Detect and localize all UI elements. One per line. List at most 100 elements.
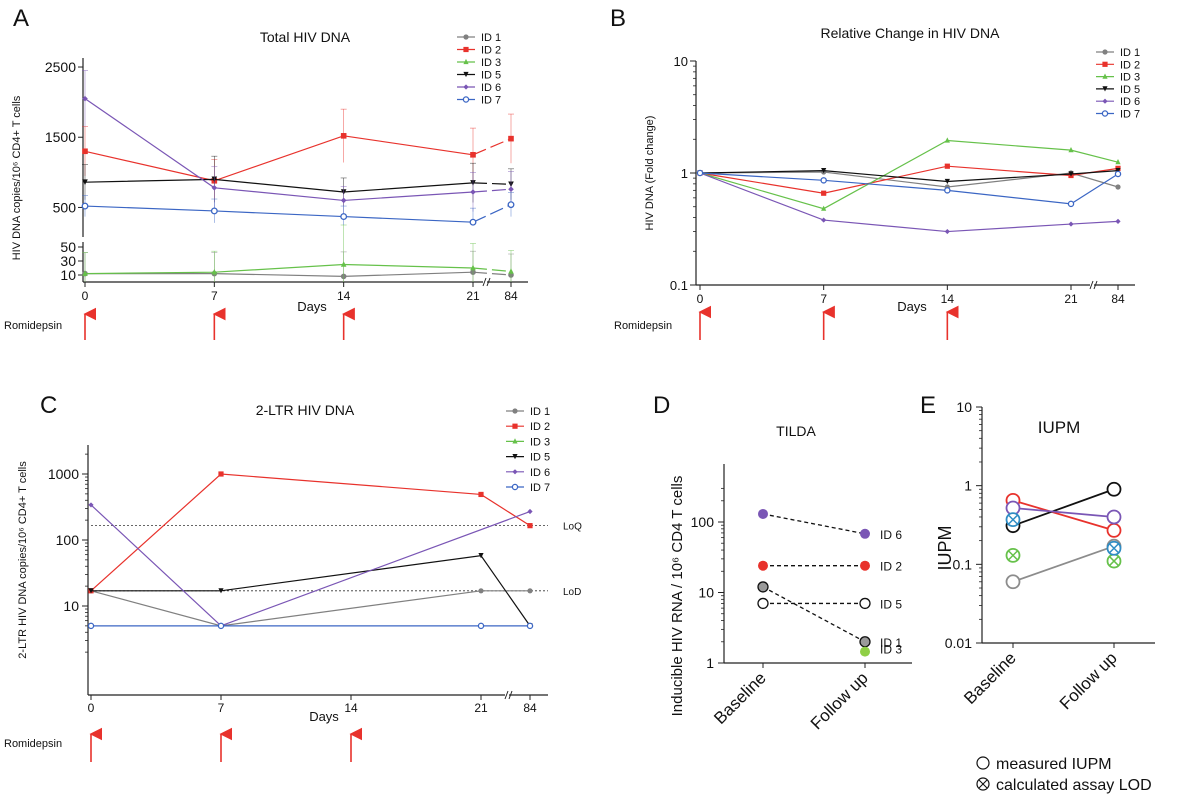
panel-d-y-tick-label-2: 100	[691, 514, 715, 530]
panel-e-title: IUPM	[1038, 418, 1081, 437]
panel-e-legend-lod-cross-b	[978, 779, 988, 789]
panel-b-point-id-2-1	[821, 190, 827, 196]
panel-d-point-label-id-2: ID 2	[880, 560, 902, 574]
panel-e-ylabel: IUPM	[935, 526, 955, 571]
panel-b-legend-label-id-1: ID 1	[1120, 47, 1140, 59]
panel-d-ylabel: Inducible HIV RNA / 10⁶ CD4 T cells	[669, 476, 686, 717]
panel-b-point-id-1-4	[1115, 184, 1121, 190]
panel-c-legend-label-id-1: ID 1	[530, 406, 550, 418]
panel-b-legend-marker-id-2	[1102, 61, 1108, 67]
panel-b-x-tick-label-2: 14	[941, 292, 955, 306]
panel-c-legend-marker-id-7	[511, 483, 519, 491]
panel-a-legend-label-id-6: ID 6	[481, 82, 501, 94]
panel-letter-a: A	[13, 5, 29, 32]
panel-a-legend-marker-id-7	[462, 96, 470, 103]
panel-a-legend-label-id-5: ID 5	[481, 70, 501, 82]
panel-a-point-id-2-4	[508, 135, 514, 142]
panel-d-point-followup-id-3	[860, 646, 870, 657]
panel-c-point-id-2-3	[527, 523, 533, 529]
panel-b-legend-marker-id-6	[1102, 98, 1108, 104]
panel-b-point-id-3-4	[1115, 159, 1121, 165]
panel-a-series-line-tail-id-1	[472, 271, 512, 276]
panel-c-point-id-5-0	[88, 588, 94, 594]
panel-a-series-line-id-2	[84, 135, 474, 182]
panel-d-link-id-6	[762, 513, 866, 535]
panel-a-point-id-6-3	[470, 189, 476, 195]
panel-b-point-id-7-2	[944, 187, 951, 194]
panel-b-point-id-3-2	[944, 137, 950, 143]
panel-a-legend-marker-id-2	[463, 46, 469, 53]
panel-c-point-id-2-2	[478, 491, 484, 498]
panel-c-point-id-7-0	[87, 622, 95, 630]
panel-b-point-id-7-0	[696, 169, 704, 177]
panel-b-arrows-label: Romidepsin	[614, 320, 672, 332]
panel-c-x-tick-label-1: 7	[218, 701, 225, 715]
panel-c-point-id-7-1	[217, 622, 225, 630]
panel-a-y-tick-label-0: 10	[60, 267, 76, 283]
panel-e-point-followup-id-5	[1106, 481, 1122, 497]
panel-b-point-id-7-4	[1114, 170, 1122, 178]
panel-c-legend-marker-id-2	[512, 423, 518, 429]
panel-b-legend-marker-id-5	[1102, 86, 1108, 92]
panel-c-legend-label-id-2: ID 2	[530, 421, 550, 433]
panel-c-ylabel: 2-LTR HIV DNA copies/10⁶ CD4+ T cells	[17, 461, 29, 659]
panel-c-x-tick-label-4: 84	[523, 701, 537, 715]
panel-a-legend-label-id-3: ID 3	[481, 57, 501, 69]
panel-a-point-id-5-0	[82, 179, 88, 185]
panel-c-arrows-label: Romidepsin	[4, 738, 62, 750]
panel-a-point-id-6-0	[82, 95, 88, 102]
panel-b-x-tick-label-1: 7	[820, 292, 827, 306]
panel-d-point-followup-id-2	[860, 560, 870, 571]
panel-a-series-line-id-6	[84, 98, 474, 202]
panel-c-series-line-id-2	[90, 473, 531, 592]
panel-e-y-tick-label-0: 0.01	[945, 635, 972, 651]
panel-c-legend-marker-id-1	[512, 408, 518, 414]
panel-c-refline-label-lod: LoD	[563, 587, 581, 598]
panel-letter-d: D	[653, 392, 670, 419]
panel-a-point-id-3-4	[508, 268, 514, 274]
panel-e-x-tick-label-1: Follow up	[1056, 648, 1121, 713]
panel-c-point-id-1-2	[478, 588, 484, 594]
panel-e-point-followup-id-6	[1106, 509, 1122, 525]
panel-a-y-tick-label-1: 30	[60, 253, 76, 269]
panel-b-legend-marker-id-7	[1101, 110, 1109, 117]
panel-c-xlabel: Days	[309, 709, 339, 724]
panel-c-y-tick-label-0: 10	[63, 598, 79, 614]
panel-d-x-tick-label-0: Baseline	[710, 668, 770, 728]
panel-c-x-tick-label-0: 0	[88, 701, 95, 715]
panel-d-point-label-id-3: ID 3	[880, 643, 902, 657]
panel-d-point-label-id-5: ID 5	[880, 597, 902, 611]
panel-a-series-line-id-5	[84, 178, 474, 193]
panel-a-point-id-2-3	[470, 151, 476, 158]
panel-b-xlabel: Days	[897, 299, 927, 314]
panel-a-legend-marker-id-5	[463, 71, 469, 78]
panel-c-series-line-id-5	[91, 554, 531, 627]
panel-e-y-tick-label-3: 10	[956, 399, 972, 415]
panel-b-legend-marker-id-1	[1102, 49, 1108, 55]
panel-b-ylabel: HIV DNA (Fold change)	[644, 116, 656, 231]
panel-letter-b: B	[610, 5, 626, 32]
panel-a: Total HIV DNA Days HIV DNA copies/10⁶ CD…	[4, 29, 528, 340]
panel-a-x-tick-label-0: 0	[82, 289, 89, 303]
panel-d-y-tick-label-1: 10	[698, 585, 714, 601]
panel-c-series-line-id-6	[90, 504, 531, 627]
panel-e-legend-label-lod: calculated assay LOD	[996, 777, 1152, 794]
panel-b-title: Relative Change in HIV DNA	[821, 25, 1001, 41]
panel-c-y-tick-label-2: 1000	[48, 466, 79, 482]
panel-a-legend-marker-id-1	[463, 34, 469, 40]
panel-b-point-id-7-3	[1067, 200, 1075, 208]
panel-c-x-tick-label-2: 14	[344, 701, 358, 715]
panel-a-legend-label-id-7: ID 7	[481, 95, 501, 107]
panel-c-legend-label-id-7: ID 7	[530, 482, 550, 494]
panel-d-point-baseline-id-1	[757, 581, 769, 593]
panel-e-point-followup-id-2	[1106, 522, 1122, 538]
panel-a-point-id-6-4	[508, 186, 514, 192]
panel-a-point-id-7-0	[81, 202, 89, 210]
panel-a-x-break-mark-2	[486, 277, 491, 287]
panel-d-point-followup-id-1	[859, 636, 871, 648]
panel-a-x-tick-label-4: 84	[504, 289, 518, 303]
panel-d-point-followup-id-6	[860, 528, 870, 539]
panel-c-legend-marker-id-6	[512, 469, 518, 475]
panel-a-point-id-2-2	[340, 133, 347, 139]
panel-b-point-id-5-3	[1068, 171, 1074, 177]
